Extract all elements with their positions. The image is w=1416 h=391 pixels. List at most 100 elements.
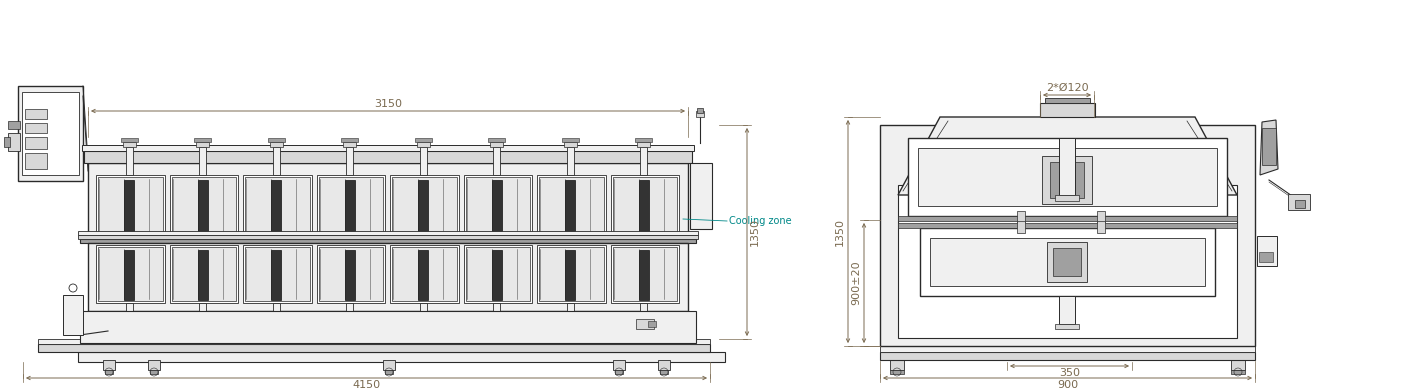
Bar [610, 175, 680, 235]
Bar [463, 245, 532, 303]
Bar [38, 344, 709, 352]
Bar [466, 247, 530, 301]
Bar [82, 145, 694, 151]
Bar [610, 245, 680, 303]
Bar [347, 147, 353, 175]
Bar [493, 303, 500, 329]
Bar [268, 334, 285, 338]
Bar [200, 303, 207, 329]
Bar [198, 250, 208, 300]
Polygon shape [898, 117, 1238, 195]
Bar [415, 334, 432, 338]
Bar [268, 138, 285, 142]
Bar [25, 153, 47, 169]
Bar [194, 334, 211, 338]
Bar [96, 245, 164, 303]
Bar [640, 147, 647, 175]
Bar [490, 142, 503, 147]
Bar [4, 137, 10, 147]
Bar [930, 238, 1205, 286]
Bar [1262, 128, 1276, 165]
Bar [245, 247, 310, 301]
Bar [1289, 194, 1310, 210]
Bar [1055, 195, 1079, 201]
Bar [91, 229, 685, 237]
Bar [1231, 360, 1245, 370]
Bar [879, 125, 1255, 346]
Bar [697, 111, 704, 117]
Bar [98, 177, 163, 233]
Bar [637, 142, 650, 147]
Bar [62, 295, 84, 335]
Bar [636, 138, 653, 142]
Bar [392, 247, 456, 301]
Bar [566, 147, 573, 175]
Bar [343, 142, 357, 147]
Bar [123, 329, 136, 334]
Bar [419, 147, 426, 175]
Bar [273, 303, 280, 329]
Text: 900: 900 [1056, 380, 1078, 390]
Bar [120, 334, 137, 338]
Bar [416, 329, 429, 334]
Bar [125, 250, 135, 300]
Bar [564, 142, 576, 147]
Bar [150, 370, 159, 374]
Bar [18, 86, 84, 181]
Bar [537, 245, 606, 303]
Text: 4150: 4150 [353, 380, 381, 390]
Bar [898, 216, 1238, 221]
Bar [317, 245, 385, 303]
Bar [25, 137, 47, 149]
Bar [489, 334, 506, 338]
Bar [8, 133, 20, 151]
Bar [79, 239, 697, 243]
Bar [658, 360, 670, 370]
Bar [891, 370, 903, 374]
Bar [272, 180, 282, 232]
Bar [171, 177, 236, 233]
Bar [343, 329, 357, 334]
Bar [539, 247, 603, 301]
Bar [392, 177, 456, 233]
Bar [120, 138, 137, 142]
Bar [564, 329, 576, 334]
Bar [200, 147, 207, 175]
Bar [636, 319, 654, 329]
Bar [539, 177, 603, 233]
Bar [91, 243, 685, 249]
Bar [389, 245, 459, 303]
Text: 2*Ø120: 2*Ø120 [1045, 83, 1089, 93]
Bar [197, 329, 210, 334]
Bar [419, 303, 426, 329]
Bar [565, 250, 575, 300]
Bar [319, 177, 382, 233]
Bar [88, 163, 688, 239]
Bar [637, 329, 650, 334]
Bar [244, 175, 312, 235]
Bar [891, 360, 903, 370]
Bar [149, 360, 160, 370]
Bar [79, 311, 697, 343]
Bar [493, 147, 500, 175]
Bar [194, 138, 211, 142]
Bar [418, 250, 428, 300]
Bar [78, 231, 698, 235]
Bar [126, 147, 133, 175]
Bar [491, 180, 501, 232]
Bar [613, 247, 677, 301]
Bar [25, 123, 47, 133]
Bar [270, 142, 283, 147]
Bar [1059, 296, 1075, 324]
Bar [898, 185, 1238, 338]
Bar [918, 148, 1216, 206]
Bar [1055, 324, 1079, 329]
Bar [198, 180, 208, 232]
Bar [640, 303, 647, 329]
Bar [344, 180, 355, 232]
Bar [636, 334, 653, 338]
Bar [270, 329, 283, 334]
Bar [344, 250, 355, 300]
Bar [91, 173, 685, 185]
Bar [317, 175, 385, 235]
